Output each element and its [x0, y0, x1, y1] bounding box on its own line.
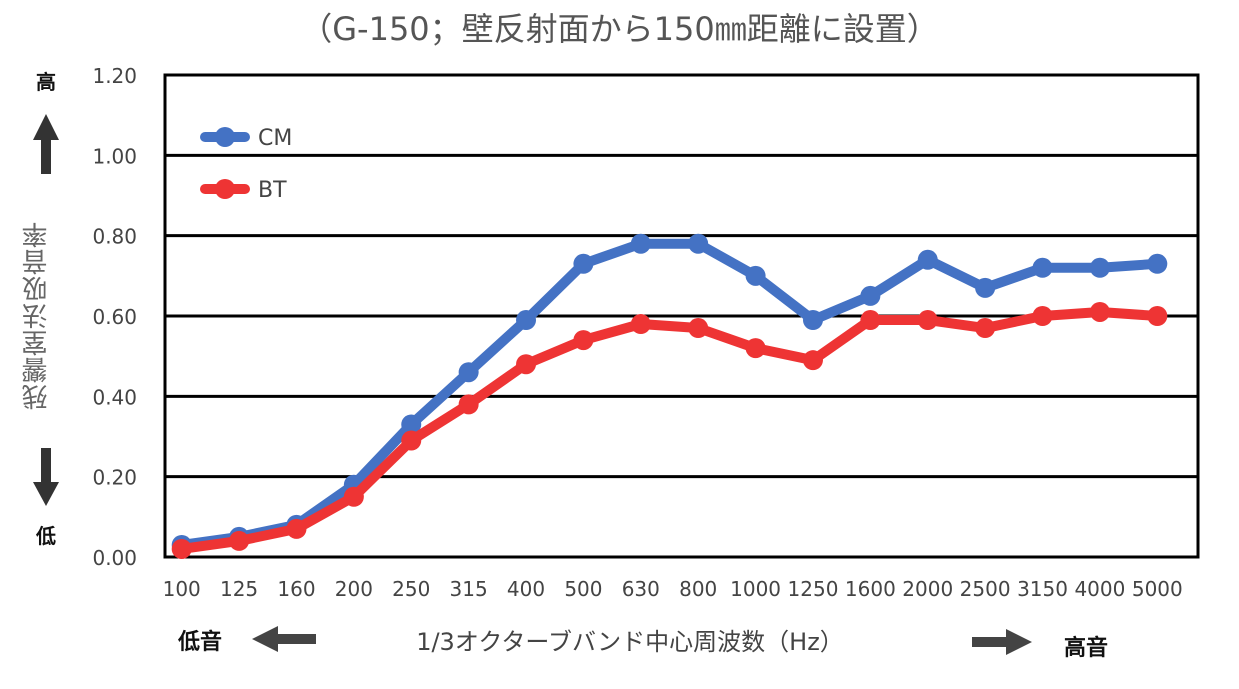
x-tick-label: 2500	[960, 577, 1011, 601]
x-tick-label: 1000	[730, 577, 781, 601]
data-point-bt	[1147, 306, 1168, 326]
data-point-cm	[860, 285, 881, 306]
x-tick-label: 250	[392, 577, 430, 601]
data-point-bt	[860, 310, 881, 331]
series-line-bt	[176, 306, 1163, 554]
data-point-cm	[573, 253, 594, 274]
data-point-bt	[1089, 301, 1110, 322]
data-point-bt	[343, 486, 364, 507]
y-tick-label: 0.60	[92, 305, 137, 329]
data-point-cm	[917, 249, 938, 270]
up-arrow-icon	[33, 114, 59, 174]
data-point-cm	[458, 362, 479, 383]
x-tick-label: 200	[335, 577, 373, 601]
data-point-bt	[229, 530, 250, 551]
left-arrow-icon	[252, 626, 316, 652]
data-point-bt	[630, 314, 651, 335]
data-point-cm	[745, 265, 766, 286]
x-tick-label: 100	[163, 577, 201, 601]
right-arrow-icon	[972, 629, 1032, 655]
series-line-cm	[176, 238, 1163, 550]
y-tick-label: 0.20	[92, 466, 137, 490]
legend-label-cm: CM	[258, 126, 292, 151]
data-point-cm	[1032, 257, 1053, 278]
data-point-bt	[802, 350, 823, 371]
data-point-bt	[171, 538, 192, 559]
x-tick-label: 500	[564, 577, 602, 601]
down-arrow-icon	[33, 448, 59, 506]
legend-label-bt: BT	[258, 178, 287, 203]
x-tick-label: 4000	[1074, 577, 1125, 601]
y-tick-label: 0.80	[92, 225, 137, 249]
data-point-bt	[1032, 306, 1053, 326]
chart-title: （G-150；壁反射面から150㎜距離に設置）	[300, 10, 939, 48]
x-tick-label: 160	[277, 577, 315, 601]
data-point-cm	[1089, 257, 1110, 278]
data-point-bt	[401, 430, 422, 451]
legend-marker-bt	[215, 179, 235, 199]
x-tick-label: 1600	[845, 577, 896, 601]
x-tick-label: 3150	[1017, 577, 1068, 601]
x-tick-label: 2000	[902, 577, 953, 601]
plot-frame	[163, 73, 1200, 559]
data-point-bt	[573, 330, 594, 351]
data-point-bt	[917, 310, 938, 331]
x-low-label: 低音	[178, 630, 223, 655]
y-tick-label: 0.40	[92, 385, 137, 409]
data-point-bt	[975, 318, 996, 339]
data-point-cm	[1147, 253, 1168, 274]
x-tick-label: 1250	[788, 577, 839, 601]
y-tick-label: 1.00	[92, 144, 137, 168]
data-point-bt	[516, 354, 537, 375]
y-tick-label: 0.00	[92, 546, 137, 570]
x-axis-title: 1/3オクターブバンド中心周波数（Hz）	[416, 628, 844, 656]
x-tick-label: 630	[622, 577, 660, 601]
data-point-cm	[516, 310, 537, 331]
x-tick-label: 315	[450, 577, 488, 601]
data-point-bt	[688, 318, 709, 339]
data-point-bt	[458, 394, 479, 415]
y-high-label: 高	[36, 70, 56, 94]
data-point-cm	[401, 414, 422, 435]
y-tick-label: 1.20	[92, 64, 137, 88]
y-low-label: 低	[36, 524, 56, 548]
data-point-bt	[286, 518, 307, 539]
data-point-cm	[802, 310, 823, 331]
x-tick-label: 400	[507, 577, 545, 601]
data-point-cm	[975, 277, 996, 298]
legend-marker-cm	[215, 127, 235, 147]
data-point-cm	[688, 233, 709, 254]
x-high-label: 高音	[1064, 636, 1109, 661]
data-point-cm	[630, 233, 651, 254]
x-tick-label: 800	[679, 577, 717, 601]
x-tick-label: 125	[220, 577, 258, 601]
x-tick-label: 5000	[1132, 577, 1183, 601]
data-point-bt	[745, 338, 766, 359]
